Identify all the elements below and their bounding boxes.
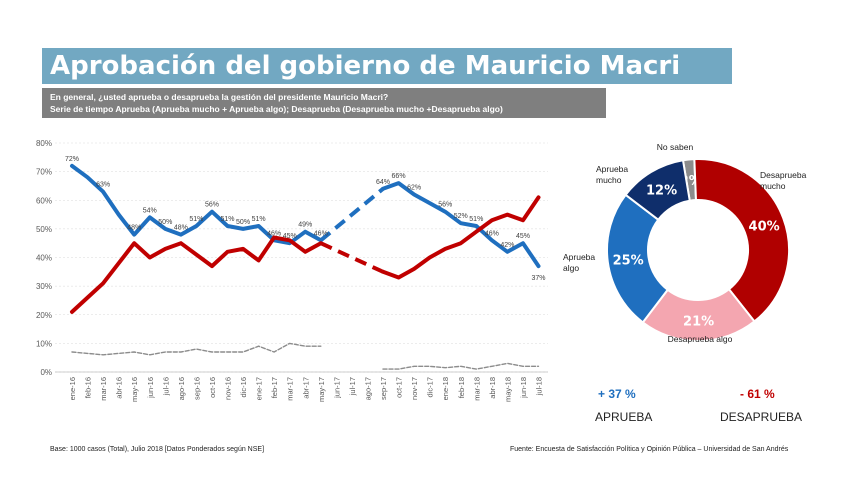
x-tick-label: ene-18 <box>441 377 450 400</box>
x-tick-label: abr-16 <box>115 377 124 399</box>
data-label: 52% <box>454 213 468 220</box>
x-tick-label: nov-16 <box>224 377 233 400</box>
data-label: 48% <box>174 225 188 232</box>
data-label: 45% <box>283 233 297 240</box>
no_saben-series-line <box>71 342 322 356</box>
x-tick-label: sep-17 <box>379 377 388 400</box>
x-tick-label: mar-17 <box>286 377 295 401</box>
desaprueba_algo-value-label: 21% <box>683 314 714 329</box>
y-tick-label: 50% <box>36 225 52 234</box>
subtitle-bar: En general, ¿usted aprueba o desaprueba … <box>42 88 606 118</box>
y-tick-label: 20% <box>36 311 52 320</box>
aprueba-series-line <box>70 163 323 246</box>
x-tick-label: feb-17 <box>270 377 279 398</box>
desaprueba-label: DESAPRUEBA <box>720 410 803 424</box>
data-label: 63% <box>96 182 110 189</box>
x-tick-label: ene-16 <box>68 377 77 400</box>
x-tick-label: dic-17 <box>426 377 435 397</box>
data-label: 56% <box>438 202 452 209</box>
x-tick-label: ago-17 <box>363 377 372 400</box>
aprueba-total: + 37 % <box>598 387 636 401</box>
x-tick-label: oct-17 <box>395 377 404 398</box>
data-label: 37% <box>531 275 545 282</box>
question-text: En general, ¿usted aprueba o desaprueba … <box>50 92 389 102</box>
x-tick-label: feb-18 <box>457 377 466 398</box>
data-label: 46% <box>314 230 328 237</box>
x-tick-label: jun-18 <box>519 377 528 399</box>
y-tick-label: 30% <box>36 282 52 291</box>
aprueba-series-line <box>381 181 541 269</box>
data-label: 50% <box>158 219 172 226</box>
desaprueba_algo-category-label: Desaprueba algo <box>668 334 733 344</box>
data-label: 54% <box>143 207 157 214</box>
page-title: Aprobación del gobierno de Mauricio Macr… <box>50 51 681 81</box>
aprueba_mucho-value-label: 12% <box>646 184 677 199</box>
aprueba-gap-line <box>319 187 385 242</box>
desaprueba_mucho-slice <box>693 158 790 323</box>
data-label: 45% <box>516 233 530 240</box>
data-label: 46% <box>485 230 499 237</box>
aprueba-label: APRUEBA <box>595 410 653 424</box>
data-label: 51% <box>252 216 266 223</box>
y-tick-label: 60% <box>36 196 52 205</box>
x-tick-label: jul-18 <box>535 377 544 396</box>
x-tick-label: feb-16 <box>84 377 93 398</box>
no_saben-series-line <box>382 362 540 370</box>
x-tick-label: abr-18 <box>488 377 497 399</box>
data-label: 48% <box>127 225 141 232</box>
desaprueba_mucho-category-label: mucho <box>760 181 786 191</box>
series-description: Serie de tiempo Aprueba (Aprueba mucho +… <box>50 104 503 114</box>
x-tick-label: abr-17 <box>301 377 310 399</box>
no_saben-category-label: No saben <box>657 142 694 152</box>
data-label: 64% <box>376 179 390 186</box>
aprueba_algo-value-label: 25% <box>613 253 644 268</box>
x-tick-label: mar-16 <box>99 377 108 401</box>
x-tick-label: oct-16 <box>208 377 217 398</box>
x-tick-label: nov-17 <box>410 377 419 400</box>
data-label: 66% <box>392 173 406 180</box>
aprueba_mucho-slice <box>624 159 691 222</box>
approval-chart: 0% 10% 20% 30% 40% 50% 60% 70% 80% ene-16 feb-16 ma… <box>36 139 807 402</box>
x-tick-label: may-18 <box>503 377 512 402</box>
y-tick-label: 40% <box>36 254 52 263</box>
desaprueba_mucho-value-label: 40% <box>749 220 780 235</box>
data-label: 49% <box>298 222 312 229</box>
x-tick-label: mar-18 <box>472 377 481 401</box>
data-label: 72% <box>65 156 79 163</box>
desaprueba_mucho-category-label: Desaprueba <box>760 170 807 180</box>
data-label: 51% <box>469 216 483 223</box>
data-label: 56% <box>205 202 219 209</box>
y-tick-label: 10% <box>36 339 52 348</box>
x-tick-label: jul-17 <box>348 377 357 396</box>
y-tick-label: 80% <box>36 139 52 148</box>
x-tick-label: ene-17 <box>255 377 264 400</box>
x-tick-label: may-17 <box>317 377 326 402</box>
x-tick-label: jul-16 <box>161 377 170 396</box>
data-label: 62% <box>407 185 421 192</box>
y-tick-label: 0% <box>40 368 52 377</box>
y-tick-label: 70% <box>36 168 52 177</box>
data-label: 46% <box>267 230 281 237</box>
x-tick-label: dic-16 <box>239 377 248 397</box>
desaprueba-total: - 61 % <box>740 387 775 401</box>
desaprueba-series-line <box>381 195 541 280</box>
desaprueba-gap-line <box>319 241 384 274</box>
x-tick-label: ago-16 <box>177 377 186 400</box>
x-tick-label: jun-16 <box>146 377 155 399</box>
aprueba_mucho-category-label: mucho <box>596 175 622 185</box>
data-label: 51% <box>189 216 203 223</box>
desaprueba-series-line <box>70 235 323 314</box>
data-label: 50% <box>236 219 250 226</box>
x-tick-label: may-16 <box>130 377 139 402</box>
data-label: 42% <box>500 242 514 249</box>
aprueba_mucho-category-label: Aprueba <box>596 164 628 174</box>
aprueba_algo-category-label: Aprueba <box>563 252 595 262</box>
x-tick-label: jun-17 <box>332 377 341 399</box>
aprueba_algo-category-label: algo <box>563 263 579 273</box>
source-note: Fuente: Encuesta de Satisfacción Polític… <box>510 446 789 453</box>
x-tick-label: sep-16 <box>192 377 201 400</box>
base-note: Base: 1000 casos (Total), Julio 2018 [Da… <box>50 446 265 453</box>
title-bar: Aprobación del gobierno de Mauricio Macr… <box>42 48 732 84</box>
data-label: 51% <box>220 216 234 223</box>
